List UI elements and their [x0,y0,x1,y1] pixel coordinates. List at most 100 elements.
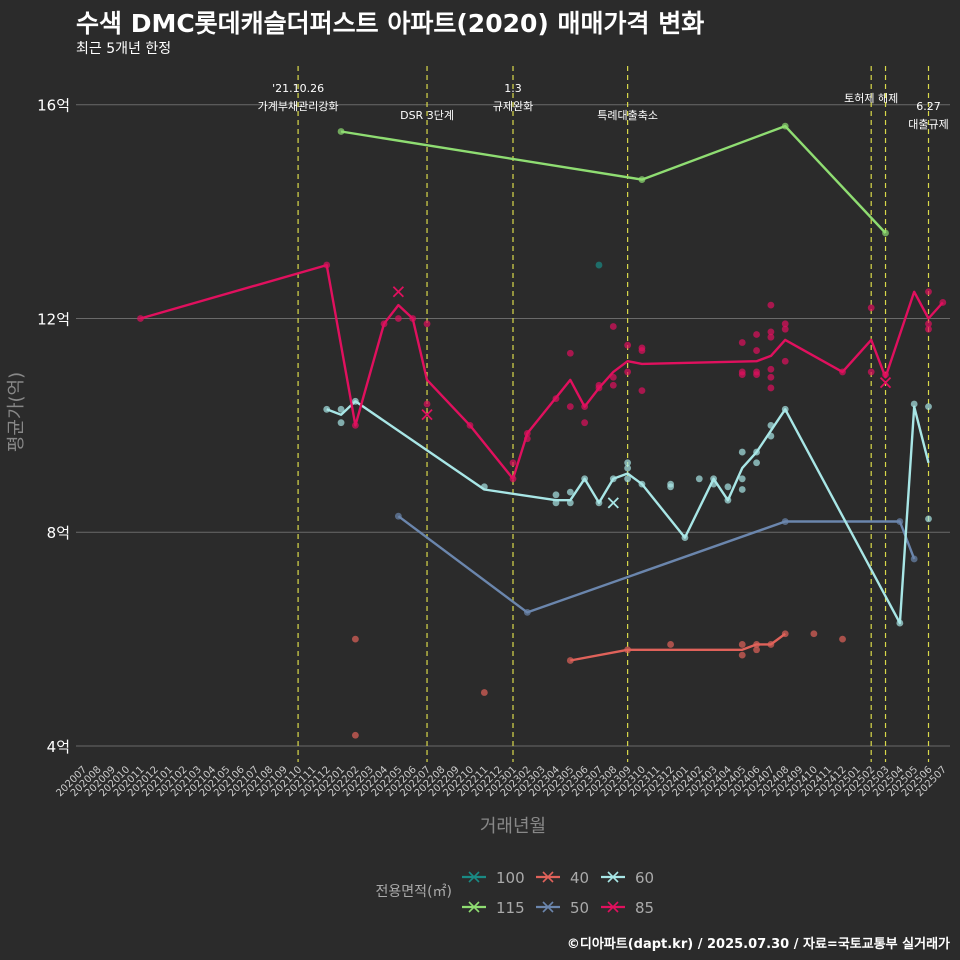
x-mark-85 [392,286,405,298]
series-line-50 [397,515,916,614]
y-axis-title: 평균가(억) [6,372,27,452]
data-point-50 [896,518,904,525]
data-point-40 [753,641,760,648]
data-point-40 [351,731,359,739]
legend-label: 60 [635,869,654,887]
data-point-85 [581,419,589,427]
legend-item-115: 115 [462,899,525,917]
data-point-85 [509,475,517,483]
event-label: 6.27 [916,100,941,113]
x-mark-stroke [392,286,405,298]
data-point-40 [738,641,746,648]
data-point-85 [781,320,789,328]
event-label: 특례대출축소 [597,109,658,122]
data-point-85 [767,373,775,381]
legend-key-mark [542,901,554,913]
event-label: 1.3 [504,82,522,95]
data-point-60 [337,405,345,413]
data-point-85 [767,333,775,341]
data-point-60 [624,475,632,483]
data-point-60 [738,486,746,493]
data-point-85 [767,328,775,336]
data-point-40 [667,641,675,648]
data-point-40 [810,630,818,638]
x-mark-60 [607,497,619,509]
data-point-115 [781,122,789,130]
legend-label: 100 [496,869,525,887]
data-point-115 [882,229,889,237]
y-tick-label: 12억 [37,310,70,328]
data-point-40 [624,646,632,654]
data-point-60 [609,475,617,483]
y-tick-label: 4억 [47,738,70,756]
chart-subtitle: 최근 5개년 한정 [76,41,172,57]
legend-key-mark [468,901,480,913]
data-point-85 [925,325,932,333]
data-point-40 [738,651,746,659]
chart-title: 수색 DMC롯데캐슬더퍼스트 아파트(2020) 매매가격 변화 [76,9,705,38]
x-mark-stroke [607,497,619,509]
data-point-40 [480,689,488,696]
data-point-60 [781,405,789,413]
data-point-60 [695,475,703,483]
data-point-85 [781,357,789,365]
series-line-115 [340,124,887,234]
data-point-85 [566,403,574,411]
data-point-115 [638,176,646,183]
data-point-60 [910,400,918,408]
y-tick-label: 16억 [37,97,70,115]
data-point-85 [738,371,746,378]
data-point-60 [710,480,717,488]
data-point-85 [394,315,402,322]
legend-item-40: 40 [536,869,589,887]
data-point-85 [609,373,617,381]
data-point-40 [753,646,760,654]
event-label: 가계부채관리강화 [258,100,339,113]
series-line-85 [140,263,944,480]
data-point-85 [753,347,760,354]
data-point-60 [595,499,603,507]
data-point-85 [137,315,144,322]
legend-key-mark [542,871,554,883]
data-point-85 [423,320,431,328]
event-label: '21.10.26 [272,82,324,95]
data-point-85 [624,368,632,376]
data-point-85 [638,347,646,354]
data-point-40 [767,641,775,648]
data-point-85 [738,339,746,346]
data-point-85 [867,368,875,376]
data-point-50 [781,518,789,525]
data-point-60 [624,459,632,467]
data-point-60 [767,432,775,440]
data-point-60 [337,419,345,427]
data-point-40 [351,635,359,643]
data-point-85 [624,341,632,349]
data-point-60 [753,459,760,467]
data-point-60 [896,619,904,627]
legend-key-mark [607,901,619,913]
data-point-85 [523,429,531,437]
data-point-60 [753,448,760,456]
series-line-40 [570,632,786,662]
data-point-60 [767,421,775,429]
x-mark-85 [879,376,892,389]
data-point-60 [566,499,574,507]
data-point-85 [767,384,775,392]
data-point-85 [767,301,775,309]
x-mark-stroke [421,409,433,421]
data-point-50 [394,512,402,520]
legend-key-mark [468,871,480,883]
data-point-85 [767,365,775,373]
data-point-85 [466,421,474,429]
legend-item-100: 100 [462,869,525,887]
data-point-85 [581,403,589,411]
data-point-60 [724,496,732,504]
data-point-60 [667,480,675,488]
legend-label: 115 [496,899,525,917]
data-point-60 [323,405,331,413]
data-point-85 [409,315,417,322]
legend-label: 40 [570,869,589,887]
data-point-60 [925,403,932,411]
legend-key-mark [607,871,619,883]
data-point-85 [609,323,617,330]
